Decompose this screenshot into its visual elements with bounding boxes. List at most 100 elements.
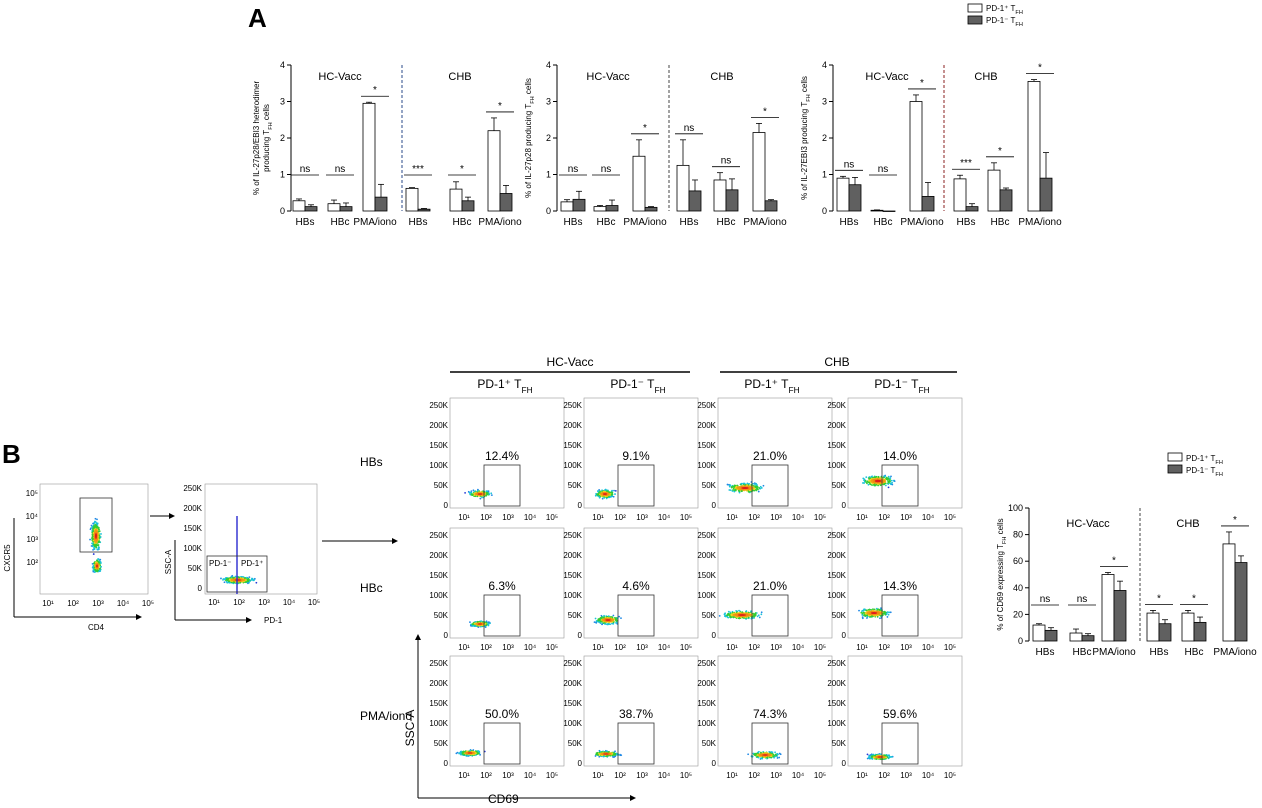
gate-percentage: 9.1% — [622, 449, 650, 463]
flow-plot-frame — [847, 397, 963, 509]
y-tick-label: 1 — [546, 170, 551, 180]
y-tick-label: 150K — [697, 699, 716, 708]
category-label: PMA/iono — [1018, 217, 1062, 228]
x-tick-label: 10³ — [770, 771, 782, 780]
x-tick-label: 10³ — [636, 771, 648, 780]
y-tick-label: 100K — [827, 719, 846, 728]
group-label: CHB — [448, 71, 471, 83]
bar — [1222, 543, 1236, 642]
bar — [676, 164, 690, 212]
gating-plot-2-frame — [204, 483, 318, 595]
y-tick-label: 250K — [183, 484, 202, 493]
flow-plot: 250K 200K 150K 100K 50K 0 4.6% 10¹ 10² 10³ 10⁴ 10⁵ — [563, 527, 699, 652]
flow-plot: 250K 200K 150K 100K 50K 0 74.3% 10¹ 10² 10³ 10⁴ 10⁵ — [697, 655, 833, 780]
x-tick-label: 10³ — [770, 513, 782, 522]
y-tick-label: 200K — [697, 421, 716, 430]
bar — [292, 200, 306, 212]
y-tick-label: 4 — [822, 60, 827, 70]
y-tick-label: 250K — [697, 531, 716, 540]
y-tick-label: 1 — [822, 170, 827, 180]
significance-label: * — [998, 146, 1002, 157]
bar — [499, 193, 513, 212]
bar — [1113, 590, 1127, 642]
y-tick-label: 50K — [434, 481, 449, 490]
significance-label: *** — [412, 164, 424, 175]
density-cloud — [718, 609, 763, 620]
group-label: HC-Vacc — [586, 71, 630, 83]
density-cloud — [464, 488, 493, 500]
group-label: HC-Vacc — [865, 71, 909, 83]
x-tick-label: 10⁴ — [117, 599, 130, 608]
y-tick-label: 150K — [429, 441, 448, 450]
x-tick-label: 10³ — [770, 643, 782, 652]
y-tick-label: 150K — [429, 571, 448, 580]
bar — [405, 187, 419, 212]
significance-label: * — [1233, 515, 1237, 526]
y-tick-label: 50K — [832, 739, 847, 748]
y-tick-label: 150K — [429, 699, 448, 708]
gating-plot-1-xlabel: CD4 — [88, 623, 105, 632]
x-tick-label: 10⁴ — [792, 513, 805, 522]
x-tick-label: 10² — [480, 643, 492, 652]
flow-plot-frame — [847, 527, 963, 639]
bar — [572, 198, 586, 212]
y-tick-label: 0 — [578, 759, 583, 768]
category-label: HBs — [1036, 647, 1055, 658]
bar — [417, 208, 431, 212]
x-tick-label: 10³ — [900, 643, 912, 652]
y-tick-label: 100K — [697, 591, 716, 600]
y-tick-label: 0 — [280, 206, 285, 216]
x-tick-label: 10¹ — [42, 599, 54, 608]
y-tick-label: 150K — [827, 441, 846, 450]
y-tick-label: 100K — [183, 544, 202, 553]
gate-percentage: 50.0% — [485, 707, 519, 721]
gating-arrow-2-head — [392, 538, 398, 544]
x-tick-label: 10² — [878, 513, 890, 522]
x-arrow-head — [136, 614, 142, 620]
significance-label: *** — [960, 158, 972, 169]
x-tick-label: 10² — [233, 598, 245, 607]
y-tick-label: 200K — [563, 421, 582, 430]
group-label: CHB — [710, 71, 733, 83]
bar — [999, 189, 1013, 212]
y-tick-label: 200K — [827, 551, 846, 560]
bar — [921, 195, 935, 212]
ssc-axis-label: SSC-A — [403, 710, 417, 747]
x-tick-label: 10² — [480, 771, 492, 780]
bar — [848, 184, 862, 212]
gate-percentage: 38.7% — [619, 707, 653, 721]
cd69-gate — [881, 722, 919, 765]
bar — [1101, 574, 1115, 642]
y-axis-label: % of IL-27EBI3 producing TFH cells — [800, 76, 812, 200]
x-tick-label: 10⁵ — [546, 513, 558, 522]
y-tick-label: 0 — [578, 501, 583, 510]
legend-top-swatch-1 — [967, 3, 983, 13]
bar — [953, 178, 967, 212]
bar — [487, 130, 501, 212]
flow-plot: 250K 200K 150K 100K 50K 0 21.0% 10¹ 10² 10³ 10⁴ 10⁵ — [697, 397, 833, 522]
y-tick-label: 250K — [563, 659, 582, 668]
chart-il27p28: 0 1 2 3 4 % of IL-27p28 producing TFH cells ns… — [524, 60, 787, 228]
category-label: HBc — [991, 217, 1010, 228]
bar — [1032, 624, 1046, 642]
x-tick-label: 10² — [614, 643, 626, 652]
y-tick-label: 10³ — [26, 535, 38, 544]
category-label: HBs — [564, 217, 583, 228]
bar — [1044, 629, 1058, 642]
y-tick-label: 100K — [827, 461, 846, 470]
y-tick-label: 100 — [1008, 503, 1023, 513]
x-tick-label: 10⁴ — [792, 771, 805, 780]
category-label: PMA/iono — [623, 217, 667, 228]
x-tick-label: 10¹ — [458, 513, 470, 522]
x-tick-label: 10⁵ — [308, 598, 320, 607]
x-tick-label: 10⁵ — [814, 771, 826, 780]
y-tick-label: 250K — [563, 401, 582, 410]
density-cloud — [594, 488, 617, 500]
cd69-gate — [617, 722, 655, 765]
x-tick-label: 10¹ — [458, 771, 470, 780]
bar — [752, 132, 766, 212]
y-tick-label: 0 — [712, 759, 717, 768]
flow-plot: 250K 200K 150K 100K 50K 0 9.1% 10¹ 10² 10³ 10⁴ 10⁵ — [563, 397, 699, 522]
x-tick-label: 10⁵ — [814, 513, 826, 522]
y-tick-label: 150K — [697, 441, 716, 450]
